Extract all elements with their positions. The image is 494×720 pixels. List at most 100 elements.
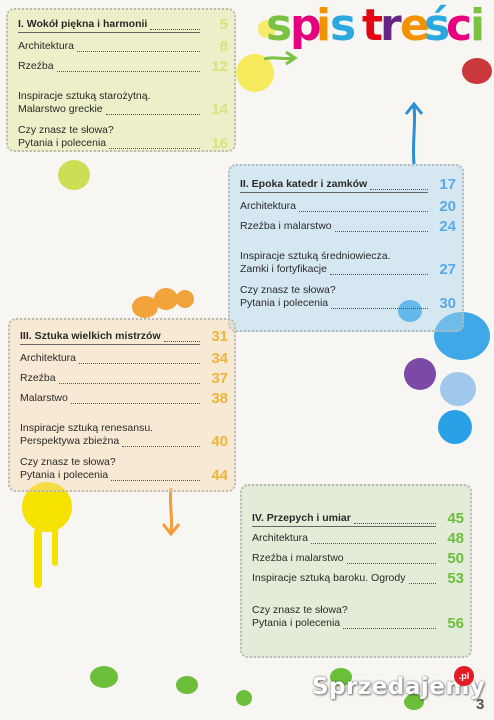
toc-entry-text: Rzeźba <box>18 60 54 72</box>
leader-dots <box>77 51 200 52</box>
leader-dots <box>330 274 428 275</box>
toc-entry-text: Malarstwo greckie <box>18 103 103 115</box>
title-letter: i <box>470 0 485 51</box>
toc-entry-text: Czy znasz te słowa? <box>18 124 114 136</box>
toc-page-number: 24 <box>439 218 456 235</box>
toc-page-number: 30 <box>439 295 456 312</box>
toc-entry[interactable]: Inspiracje sztuką renesansu. Perspektywa … <box>10 422 234 449</box>
title-letter: p <box>290 0 321 51</box>
toc-entry-text: Malarstwo <box>20 392 68 404</box>
toc-entry[interactable]: Malarstwo 38 <box>10 391 234 406</box>
paint-splash-decoration <box>90 666 118 688</box>
section-heading-text: I. Wokół piękna i harmonii <box>18 18 148 30</box>
toc-entry[interactable]: Rzeźba 37 <box>10 370 234 387</box>
paint-splash-decoration <box>34 528 42 588</box>
toc-entry-text: Inspiracje sztuką renesansu. <box>20 422 154 434</box>
leader-dots <box>311 543 436 544</box>
toc-entry[interactable]: Inspiracje sztuką średniowiecza. Zamki i … <box>230 250 462 277</box>
toc-entry[interactable]: Inspiracje sztuką baroku. Ogrody 53 <box>242 570 470 587</box>
paint-splash-decoration <box>404 694 424 710</box>
toc-entry-text: Czy znasz te słowa? <box>240 284 336 296</box>
toc-entry[interactable]: Czy znasz te słowa? Pytania i polecenia 30 <box>230 284 462 312</box>
section-heading-text: III. Sztuka wielkich mistrzów <box>20 330 161 342</box>
toc-entry[interactable]: Czy znasz te słowa? Pytania i polecenia 56 <box>242 604 470 632</box>
toc-entry[interactable]: Rzeźba i malarstwo 50 <box>242 551 470 566</box>
paint-splash-decoration <box>330 668 352 686</box>
toc-page-number: 34 <box>211 350 228 367</box>
toc-section-heading[interactable]: I. Wokół piękna i harmonii 5 <box>8 16 234 33</box>
leader-dots <box>331 308 428 309</box>
title-letter: r <box>380 0 402 51</box>
leader-dots <box>335 231 428 232</box>
heading-underline <box>18 32 200 33</box>
toc-entry-text: Rzeźba i malarstwo <box>240 220 332 232</box>
paint-splash-decoration <box>258 20 276 38</box>
toc-page-number: 44 <box>211 467 228 484</box>
toc-entry-text: Inspiracje sztuką średniowiecza. <box>240 250 391 262</box>
toc-page-number: 12 <box>211 58 228 75</box>
toc-entry-text: Architektura <box>240 200 297 212</box>
toc-entry-text: Architektura <box>18 40 75 52</box>
toc-entry[interactable]: Rzeźba 12 <box>8 58 234 75</box>
title-letter: e <box>400 0 430 51</box>
leader-dots <box>347 563 436 564</box>
paint-splash-decoration <box>404 358 436 390</box>
title-letter: s <box>266 0 292 51</box>
toc-entry-text: Pytania i polecenia <box>18 137 107 149</box>
toc-section-1: I. Wokół piękna i harmonii 5 Architektura 8… <box>6 8 236 152</box>
toc-section-heading[interactable]: II. Epoka katedr i zamków 17 <box>230 176 462 193</box>
toc-entry[interactable]: Czy znasz te słowa? Pytania i polecenia 44 <box>10 456 234 484</box>
paint-splash-decoration <box>176 676 198 694</box>
toc-entry-text: Perspektywa zbieżna <box>20 435 120 447</box>
toc-entry[interactable]: Czy znasz te słowa? Pytania i polecenia 16 <box>8 124 234 151</box>
section-heading-text: II. Epoka katedr i zamków <box>240 178 368 190</box>
toc-entry-text: Architektura <box>252 532 309 544</box>
paint-splash-decoration <box>58 160 90 190</box>
toc-page-number: 37 <box>211 370 228 387</box>
paint-splash-decoration <box>176 290 194 308</box>
paint-splash-decoration <box>440 372 476 406</box>
toc-page-number: 5 <box>219 16 228 33</box>
paint-splash-decoration <box>462 58 492 84</box>
toc-section-4: IV. Przepych i umiar 45 Architektura 48 Rzeź… <box>240 484 472 658</box>
leader-dots <box>343 628 436 629</box>
leader-dots <box>106 114 200 115</box>
toc-page-number: 53 <box>447 570 464 587</box>
leader-dots <box>164 341 200 342</box>
toc-entry[interactable]: Rzeźba i malarstwo 24 <box>230 218 462 235</box>
title-letter: c <box>446 0 472 51</box>
title-letter: ś <box>424 0 450 51</box>
toc-entry[interactable]: Architektura 20 <box>230 199 462 214</box>
paint-splash-decoration <box>398 300 422 322</box>
toc-entry-text: Pytania i polecenia <box>240 297 329 309</box>
arrow-right-icon <box>263 50 298 66</box>
toc-entry-text: Inspiracje sztuką starożytną. <box>18 90 151 102</box>
heading-underline <box>252 526 436 527</box>
toc-entry-text: Rzeźba i malarstwo <box>252 552 344 564</box>
toc-page-number: 48 <box>447 530 464 547</box>
toc-page-number: 17 <box>439 176 456 193</box>
leader-dots <box>79 363 200 364</box>
leader-dots <box>71 403 200 404</box>
toc-entry[interactable]: Architektura 48 <box>242 530 470 547</box>
page-number: 3 <box>476 696 485 713</box>
heading-underline <box>240 192 428 193</box>
toc-page-number: 45 <box>447 510 464 527</box>
toc-section-heading[interactable]: IV. Przepych i umiar 45 <box>242 510 470 527</box>
leader-dots <box>122 446 200 447</box>
paint-splash-decoration <box>132 296 158 318</box>
section-heading-text: IV. Przepych i umiar <box>252 512 351 524</box>
toc-page-number: 56 <box>447 615 464 632</box>
toc-entry[interactable]: Architektura 8 <box>8 39 234 54</box>
leader-dots <box>111 480 200 481</box>
paint-splash-decoration <box>438 410 472 444</box>
paint-splash-decoration <box>154 288 178 310</box>
toc-entry-text: Rzeźba <box>20 372 56 384</box>
leader-dots <box>59 383 200 384</box>
toc-entry[interactable]: Inspiracje sztuką starożytną. Malarstwo g… <box>8 90 234 117</box>
arrow-down-icon <box>161 487 181 537</box>
paint-splash-decoration <box>52 526 58 566</box>
toc-section-heading[interactable]: III. Sztuka wielkich mistrzów 31 <box>10 329 234 345</box>
toc-entry[interactable]: Architektura 34 <box>10 350 234 367</box>
title-letter: s <box>330 0 356 51</box>
